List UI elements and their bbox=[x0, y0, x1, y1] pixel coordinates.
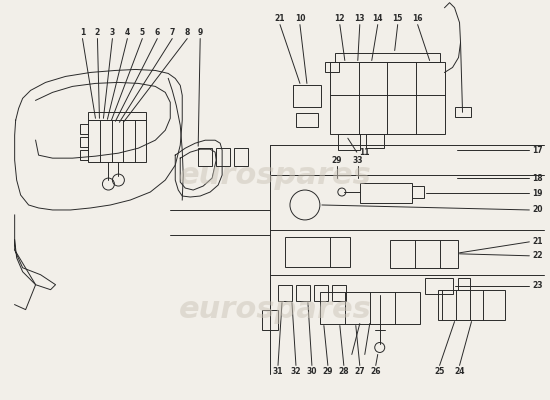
Bar bbox=[411, 186, 424, 198]
Text: eurospares: eurospares bbox=[179, 160, 371, 190]
Text: 2: 2 bbox=[95, 28, 100, 37]
Text: 26: 26 bbox=[371, 367, 381, 376]
Text: 29: 29 bbox=[332, 156, 342, 165]
Bar bbox=[80, 124, 89, 134]
Text: 8: 8 bbox=[185, 28, 190, 37]
Bar bbox=[330, 62, 444, 134]
Text: 16: 16 bbox=[412, 14, 423, 23]
Bar bbox=[325, 62, 339, 72]
Text: 29: 29 bbox=[323, 367, 333, 376]
Text: eurospares: eurospares bbox=[179, 295, 371, 324]
Text: 33: 33 bbox=[353, 156, 363, 165]
Text: 20: 20 bbox=[532, 206, 543, 214]
Text: 25: 25 bbox=[434, 367, 445, 376]
Bar bbox=[320, 292, 420, 324]
Bar bbox=[80, 137, 89, 147]
Text: 15: 15 bbox=[393, 14, 403, 23]
Text: 11: 11 bbox=[360, 148, 370, 157]
Text: 24: 24 bbox=[454, 367, 465, 376]
Bar bbox=[314, 285, 328, 301]
Bar bbox=[216, 148, 230, 166]
Bar bbox=[262, 310, 278, 330]
Bar bbox=[278, 285, 292, 301]
Text: 18: 18 bbox=[532, 174, 543, 182]
Text: 3: 3 bbox=[110, 28, 115, 37]
Text: 10: 10 bbox=[295, 14, 305, 23]
Text: 4: 4 bbox=[125, 28, 130, 37]
Text: 21: 21 bbox=[275, 14, 285, 23]
Bar bbox=[360, 183, 411, 203]
Bar bbox=[89, 112, 146, 120]
Bar bbox=[438, 290, 505, 320]
Text: 31: 31 bbox=[273, 367, 283, 376]
Bar bbox=[89, 120, 146, 162]
Text: 12: 12 bbox=[334, 14, 345, 23]
Text: 9: 9 bbox=[197, 28, 203, 37]
Text: 6: 6 bbox=[155, 28, 160, 37]
Bar bbox=[338, 134, 360, 150]
Text: 19: 19 bbox=[532, 188, 543, 198]
Text: 27: 27 bbox=[354, 367, 365, 376]
Bar bbox=[198, 148, 212, 166]
Text: 7: 7 bbox=[169, 28, 175, 37]
Bar bbox=[234, 148, 248, 166]
Text: 5: 5 bbox=[140, 28, 145, 37]
Text: 28: 28 bbox=[338, 367, 349, 376]
Bar bbox=[425, 278, 453, 294]
Text: 21: 21 bbox=[532, 237, 543, 246]
Text: 13: 13 bbox=[355, 14, 365, 23]
Bar bbox=[390, 240, 458, 268]
Bar bbox=[296, 113, 318, 127]
Text: 22: 22 bbox=[532, 251, 543, 260]
Text: 1: 1 bbox=[80, 28, 85, 37]
Text: 17: 17 bbox=[532, 146, 543, 155]
Bar bbox=[293, 85, 321, 107]
Text: 30: 30 bbox=[307, 367, 317, 376]
Bar bbox=[80, 150, 89, 160]
Bar bbox=[366, 134, 384, 148]
Bar bbox=[285, 237, 350, 267]
Text: 32: 32 bbox=[291, 367, 301, 376]
Bar bbox=[335, 52, 439, 62]
Text: 14: 14 bbox=[372, 14, 383, 23]
Bar bbox=[454, 107, 470, 117]
Text: 23: 23 bbox=[532, 281, 543, 290]
Bar bbox=[296, 285, 310, 301]
Bar bbox=[332, 285, 346, 301]
Bar bbox=[458, 278, 470, 290]
